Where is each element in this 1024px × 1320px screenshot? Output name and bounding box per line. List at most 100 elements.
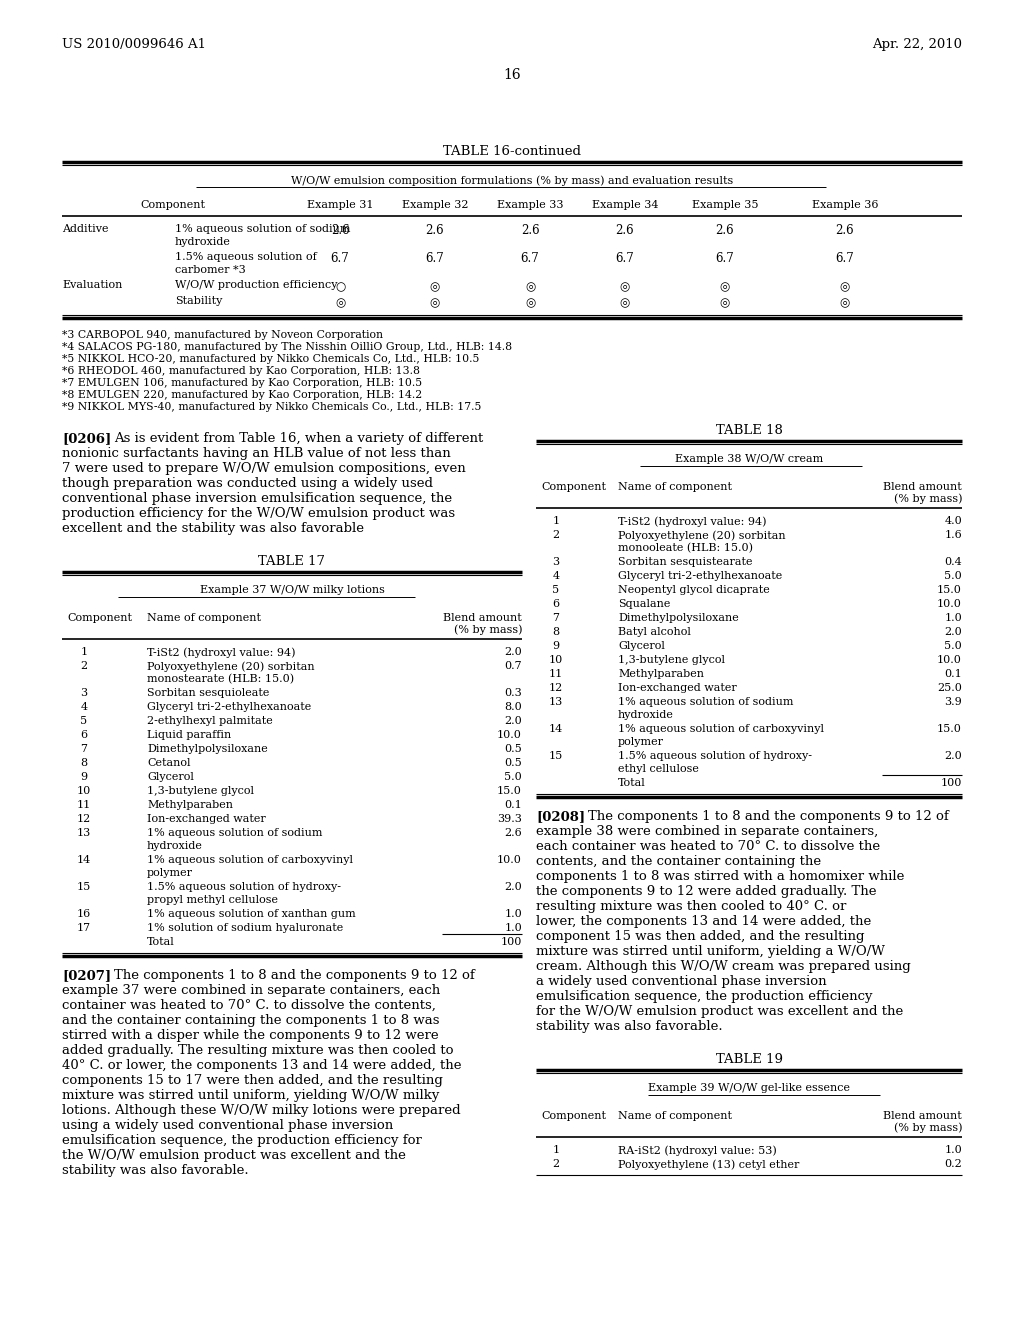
Text: 10.0: 10.0 [497,730,522,741]
Text: TABLE 19: TABLE 19 [716,1053,782,1067]
Text: 0.5: 0.5 [504,758,522,768]
Text: 11: 11 [549,669,563,678]
Text: Component: Component [541,1111,606,1121]
Text: 3: 3 [552,557,559,568]
Text: cream. Although this W/O/W cream was prepared using: cream. Although this W/O/W cream was pre… [536,960,910,973]
Text: TABLE 17: TABLE 17 [258,554,326,568]
Text: Component: Component [140,201,205,210]
Text: 5.0: 5.0 [944,572,962,581]
Text: TABLE 18: TABLE 18 [716,424,782,437]
Text: example 38 were combined in separate containers,: example 38 were combined in separate con… [536,825,879,838]
Text: 6.7: 6.7 [716,252,734,265]
Text: 1.5% aqueous solution of hydroxy-: 1.5% aqueous solution of hydroxy- [618,751,812,762]
Text: T-iSt2 (hydroxyl value: 94): T-iSt2 (hydroxyl value: 94) [618,516,767,527]
Text: Example 34: Example 34 [592,201,658,210]
Text: 15.0: 15.0 [497,785,522,796]
Text: and the container containing the components 1 to 8 was: and the container containing the compone… [62,1014,439,1027]
Text: Component: Component [541,482,606,492]
Text: 17: 17 [77,923,91,933]
Text: Ion-exchanged water: Ion-exchanged water [618,682,736,693]
Text: [0206]: [0206] [62,432,112,445]
Text: 25.0: 25.0 [937,682,962,693]
Text: stirred with a disper while the components 9 to 12 were: stirred with a disper while the componen… [62,1030,438,1041]
Text: Total: Total [147,937,175,946]
Text: 3.9: 3.9 [944,697,962,708]
Text: Example 37 W/O/W milky lotions: Example 37 W/O/W milky lotions [200,585,384,595]
Text: ◎: ◎ [430,280,440,293]
Text: Dimethylpolysiloxane: Dimethylpolysiloxane [147,744,267,754]
Text: 2: 2 [81,661,88,671]
Text: 7: 7 [553,612,559,623]
Text: each container was heated to 70° C. to dissolve the: each container was heated to 70° C. to d… [536,840,880,853]
Text: Example 35: Example 35 [692,201,758,210]
Text: 6.7: 6.7 [836,252,854,265]
Text: W/O/W production efficiency: W/O/W production efficiency [175,280,338,290]
Text: 1% aqueous solution of carboxyvinyl: 1% aqueous solution of carboxyvinyl [147,855,353,865]
Text: 14: 14 [77,855,91,865]
Text: 39.3: 39.3 [497,814,522,824]
Text: Glyceryl tri-2-ethylhexanoate: Glyceryl tri-2-ethylhexanoate [618,572,782,581]
Text: ◎: ◎ [620,280,630,293]
Text: 100: 100 [941,777,962,788]
Text: 1: 1 [81,647,88,657]
Text: *8 EMULGEN 220, manufactured by Kao Corporation, HLB: 14.2: *8 EMULGEN 220, manufactured by Kao Corp… [62,389,422,400]
Text: 9: 9 [81,772,88,781]
Text: 2.0: 2.0 [504,715,522,726]
Text: though preparation was conducted using a widely used: though preparation was conducted using a… [62,477,433,490]
Text: Evaluation: Evaluation [62,280,123,290]
Text: Total: Total [618,777,646,788]
Text: 10: 10 [549,655,563,665]
Text: ◎: ◎ [335,296,345,309]
Text: 1.6: 1.6 [944,531,962,540]
Text: 8: 8 [81,758,88,768]
Text: 10.0: 10.0 [937,655,962,665]
Text: 0.4: 0.4 [944,557,962,568]
Text: lower, the components 13 and 14 were added, the: lower, the components 13 and 14 were add… [536,915,871,928]
Text: 12: 12 [77,814,91,824]
Text: Squalane: Squalane [618,599,671,609]
Text: added gradually. The resulting mixture was then cooled to: added gradually. The resulting mixture w… [62,1044,454,1057]
Text: Name of component: Name of component [147,612,261,623]
Text: 1.0: 1.0 [504,909,522,919]
Text: [0207]: [0207] [62,969,112,982]
Text: 7: 7 [81,744,87,754]
Text: Glycerol: Glycerol [618,642,665,651]
Text: The components 1 to 8 and the components 9 to 12 of: The components 1 to 8 and the components… [114,969,475,982]
Text: 1% aqueous solution of xanthan gum: 1% aqueous solution of xanthan gum [147,909,355,919]
Text: Glycerol: Glycerol [147,772,194,781]
Text: As is evident from Table 16, when a variety of different: As is evident from Table 16, when a vari… [114,432,483,445]
Text: 7 were used to prepare W/O/W emulsion compositions, even: 7 were used to prepare W/O/W emulsion co… [62,462,466,475]
Text: *9 NIKKOL MYS-40, manufactured by Nikko Chemicals Co., Ltd., HLB: 17.5: *9 NIKKOL MYS-40, manufactured by Nikko … [62,403,481,412]
Text: 2.0: 2.0 [944,627,962,638]
Text: 1: 1 [552,516,559,525]
Text: production efficiency for the W/O/W emulsion product was: production efficiency for the W/O/W emul… [62,507,455,520]
Text: ◎: ◎ [840,296,850,309]
Text: ◎: ◎ [720,280,730,293]
Text: 2-ethylhexyl palmitate: 2-ethylhexyl palmitate [147,715,272,726]
Text: 40° C. or lower, the components 13 and 14 were added, the: 40° C. or lower, the components 13 and 1… [62,1059,462,1072]
Text: 0.3: 0.3 [504,688,522,698]
Text: mixture was stirred until uniform, yielding W/O/W milky: mixture was stirred until uniform, yield… [62,1089,439,1102]
Text: 13: 13 [549,697,563,708]
Text: 2.6: 2.6 [504,828,522,838]
Text: 10.0: 10.0 [497,855,522,865]
Text: Example 31: Example 31 [307,201,374,210]
Text: 0.5: 0.5 [504,744,522,754]
Text: 6.7: 6.7 [520,252,540,265]
Text: 14: 14 [549,723,563,734]
Text: resulting mixture was then cooled to 40° C. or: resulting mixture was then cooled to 40°… [536,900,847,913]
Text: ◎: ◎ [525,280,536,293]
Text: Blend amount
(% by mass): Blend amount (% by mass) [884,482,962,504]
Text: Blend amount
(% by mass): Blend amount (% by mass) [884,1111,962,1134]
Text: mixture was stirred until uniform, yielding a W/O/W: mixture was stirred until uniform, yield… [536,945,885,958]
Text: 1.5% aqueous solution of hydroxy-: 1.5% aqueous solution of hydroxy- [147,882,341,892]
Text: 6: 6 [552,599,559,609]
Text: ethyl cellulose: ethyl cellulose [618,764,698,774]
Text: 2: 2 [552,1159,559,1170]
Text: Methylparaben: Methylparaben [618,669,705,678]
Text: 10: 10 [77,785,91,796]
Text: 5.0: 5.0 [504,772,522,781]
Text: Apr. 22, 2010: Apr. 22, 2010 [872,38,962,51]
Text: hydroxide: hydroxide [175,238,230,247]
Text: *5 NIKKOL HCO-20, manufactured by Nikko Chemicals Co, Ltd., HLB: 10.5: *5 NIKKOL HCO-20, manufactured by Nikko … [62,354,479,364]
